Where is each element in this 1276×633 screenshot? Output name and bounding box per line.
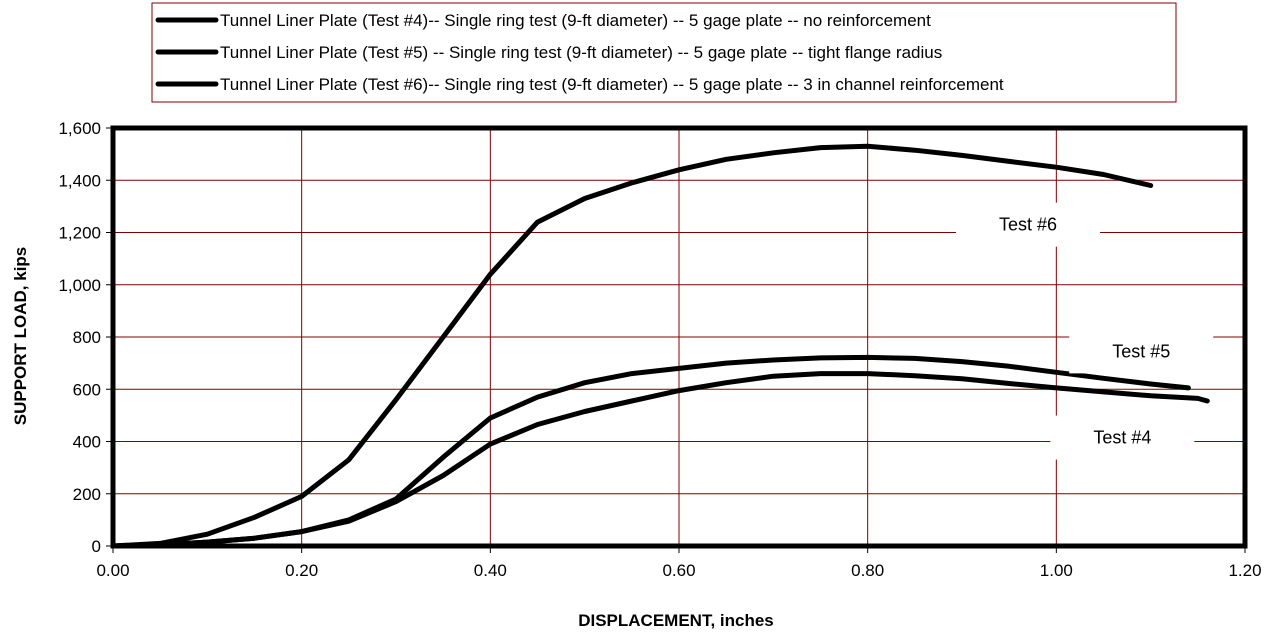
legend-box — [151, 2, 1177, 103]
x-tick-label: 1.20 — [1228, 561, 1261, 580]
annotation-box — [1050, 415, 1195, 460]
plot-area-border — [110, 125, 1248, 549]
legend-entry-label: Tunnel Liner Plate (Test #6)-- Single ri… — [220, 75, 1004, 94]
x-tick-label: 0.60 — [662, 561, 695, 580]
axes: 0.00 0.20 0.40 0.60 0.80 1.00 1.20 0 200 400 600 80… — [58, 119, 1261, 580]
x-axis-title: DISPLACEMENT, inches — [578, 611, 774, 630]
legend-entry-label: Tunnel Liner Plate (Test #4)-- Single ri… — [220, 11, 931, 30]
y-axis-title: SUPPORT LOAD, kips — [11, 247, 30, 426]
y-tick-label: 200 — [73, 485, 101, 504]
y-tick-label: 400 — [73, 433, 101, 452]
y-tick-label: 800 — [73, 328, 101, 347]
annotation-label: Test #4 — [1093, 428, 1151, 448]
legend-entry-label: Tunnel Liner Plate (Test #5) -- Single r… — [220, 43, 942, 62]
annotation-box — [956, 202, 1101, 247]
y-tick-label: 1,200 — [58, 224, 101, 243]
y-tick-label: 1,600 — [58, 119, 101, 138]
annotation-label: Test #5 — [1112, 341, 1170, 361]
annotation-box — [1069, 329, 1214, 374]
x-tick-label: 1.00 — [1040, 561, 1073, 580]
x-tick-label: 0.20 — [285, 561, 318, 580]
y-tick-label: 600 — [73, 380, 101, 399]
series-line-3 — [110, 143, 1154, 549]
series-lines — [110, 143, 1210, 549]
x-tick-label: 0.80 — [851, 561, 884, 580]
series-line-2 — [110, 354, 1191, 549]
annotation-label: Test #6 — [999, 215, 1057, 235]
annotations: Test #6 Test #5 Test #4 — [956, 202, 1214, 460]
y-tick-label: 0 — [92, 537, 101, 556]
x-tick-label: 0.00 — [96, 561, 129, 580]
x-tick-label: 0.40 — [474, 561, 507, 580]
y-tick-label: 1,400 — [58, 171, 101, 190]
y-tick-label: 1,000 — [58, 276, 101, 295]
chart-legend: Tunnel Liner Plate (Test #4)-- Single ri… — [151, 2, 1177, 103]
